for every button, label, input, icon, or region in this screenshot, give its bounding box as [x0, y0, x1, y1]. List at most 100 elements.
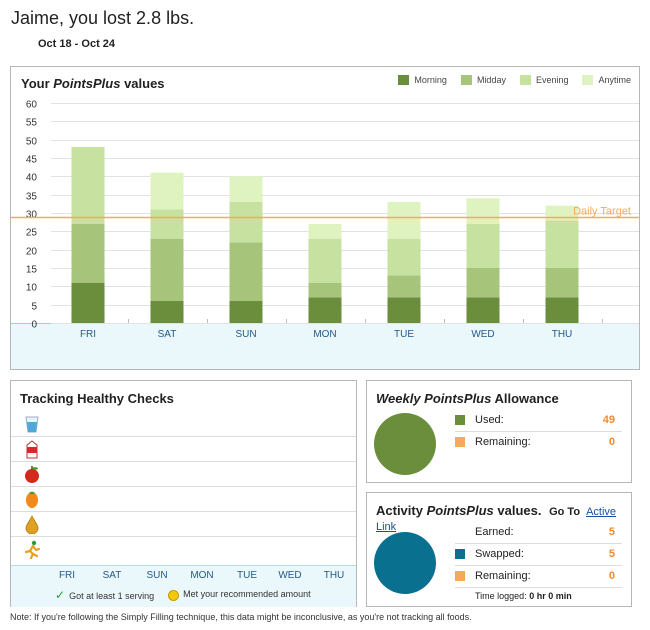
x-tick-label: MON: [313, 329, 336, 340]
tracking-days-strip: FRI SAT SUN MON TUE WED THU ✓ Got at leas…: [11, 565, 356, 607]
remaining-value: 0: [608, 436, 615, 448]
y-tick-label: 50: [26, 137, 38, 148]
legend-anytime: Anytime: [582, 75, 631, 85]
y-tick-label: 45: [26, 155, 38, 166]
bar-segment-evening: [71, 147, 105, 224]
y-tick-label: 0: [31, 320, 37, 331]
legend-morning: Morning: [398, 75, 447, 85]
legend-recommended: Met your recommended amount: [168, 589, 311, 601]
x-tick-label: FRI: [80, 329, 96, 340]
tracking-day-wed: WED: [278, 570, 302, 581]
weight-loss-headline: Jaime, you lost 2.8 lbs.: [11, 8, 195, 28]
allowance-pie-slice: [374, 413, 436, 475]
bar-segment-morning: [229, 301, 263, 323]
active-link[interactable]: Active Link: [376, 506, 617, 533]
bar-segment-midday: [387, 275, 421, 298]
footer-note: Note: If you're following the Simply Fil…: [10, 612, 472, 622]
y-tick-label: 10: [26, 283, 38, 294]
check-row-vegetable[interactable]: [11, 487, 356, 512]
bar-segment-morning: [545, 297, 579, 323]
date-range: Oct 18 - Oct 24: [38, 38, 116, 50]
milk-carton-icon: [26, 440, 38, 459]
check-row-oil[interactable]: [11, 512, 356, 537]
legend-evening-swatch: [519, 75, 531, 85]
y-tick-label: 35: [26, 192, 38, 203]
chart-legend: Morning Midday Evening Anytime: [398, 75, 631, 85]
bar-segment-anytime: [150, 172, 184, 210]
allowance-title: Weekly PointsPlus Allowance: [376, 391, 559, 406]
bar-segment-morning: [150, 301, 184, 323]
bar-segment-anytime: [387, 202, 421, 239]
x-tick-label: THU: [552, 329, 573, 340]
bar-segment-morning: [387, 297, 421, 323]
bar-segment-morning: [466, 297, 500, 323]
running-person-icon: [24, 540, 41, 559]
x-tick-label: TUE: [394, 329, 414, 340]
x-tick-label: WED: [471, 329, 494, 340]
bar-segment-anytime: [229, 176, 263, 202]
used-value: 49: [602, 414, 615, 426]
earned-value: 5: [608, 526, 615, 538]
chart-axis-strip: [11, 323, 639, 369]
activity-title: Activity PointsPlus values. Go To Active …: [376, 503, 617, 533]
activity-pie-slice: [374, 532, 436, 594]
activity-remaining-swatch: [455, 571, 465, 581]
tracking-day-sun: SUN: [146, 570, 168, 581]
tracking-day-fri: FRI: [58, 570, 76, 581]
legend-evening: Evening: [519, 75, 568, 85]
allowance-divider: [455, 431, 622, 432]
tracking-day-thu: THU: [323, 570, 345, 581]
bar-segment-anytime: [545, 205, 579, 221]
check-row-activity[interactable]: [11, 537, 356, 562]
bar-segment-midday: [308, 282, 342, 298]
y-tick-label: 30: [26, 210, 38, 221]
bar-segment-evening: [466, 224, 500, 268]
legend-midday-swatch: [460, 75, 472, 85]
activity-pie-chart: [374, 532, 436, 594]
check-row-water[interactable]: [11, 412, 356, 437]
y-tick-label: 5: [31, 302, 37, 313]
allowance-pie-chart: [374, 413, 436, 475]
bar-segment-evening: [150, 209, 184, 239]
swapped-value: 5: [608, 548, 615, 560]
time-logged: Time logged: 0 hr 0 min: [475, 591, 572, 601]
tracking-title: Tracking Healthy Checks: [20, 391, 174, 406]
bar-segment-morning: [308, 297, 342, 323]
checkmark-icon: ✓: [55, 588, 66, 602]
bar-segment-evening: [229, 202, 263, 243]
swapped-swatch: [455, 549, 465, 559]
y-tick-label: 40: [26, 173, 38, 184]
legend-anytime-swatch: [582, 75, 594, 85]
legend-midday: Midday: [460, 75, 506, 85]
orange-icon: [26, 491, 38, 508]
activity-divider-3: [455, 587, 622, 588]
y-tick-label: 25: [26, 228, 38, 239]
used-swatch: [455, 415, 465, 425]
water-glass-icon: [25, 416, 39, 433]
smiley-icon: [168, 589, 180, 601]
points-bar-chart: 0 5 10 15 20 25 30 35 40 45 50 55 60 FRI SAT SUN MON TUE W…: [11, 100, 639, 369]
tracking-legend: ✓ Got at least 1 serving Met your recomme…: [55, 588, 311, 602]
bar-segment-evening: [308, 238, 342, 283]
legend-morning-swatch: [398, 75, 410, 85]
bar-segment-midday: [150, 238, 184, 301]
y-tick-label: 55: [26, 118, 38, 129]
daily-target-label: Daily Target: [573, 206, 631, 218]
tracking-day-sat: SAT: [102, 570, 122, 581]
bar-segment-evening: [387, 238, 421, 276]
pointsplus-chart-panel: Your PointsPlus values Morning Midday Ev…: [10, 66, 640, 370]
oil-drop-icon: [25, 515, 39, 534]
legend-serving: ✓ Got at least 1 serving: [55, 588, 155, 602]
activity-divider-2: [455, 565, 622, 566]
tracking-healthy-checks-panel: Tracking Healthy Checks: [10, 380, 357, 607]
bar-segment-anytime: [466, 198, 500, 224]
y-tick-label: 15: [26, 265, 38, 276]
bar-segment-morning: [71, 282, 105, 323]
activity-remaining-value: 0: [608, 570, 615, 582]
activity-divider-1: [455, 543, 622, 544]
bar-segment-anytime: [308, 224, 342, 239]
x-tick-label: SUN: [235, 329, 256, 340]
check-row-dairy[interactable]: [11, 437, 356, 462]
check-row-fruit[interactable]: [11, 462, 356, 487]
bar-segment-midday: [545, 268, 579, 298]
